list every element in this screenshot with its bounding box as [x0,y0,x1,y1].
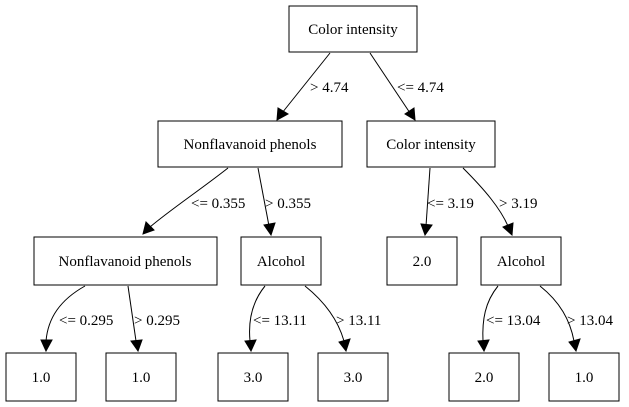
node-leaf-3-label: 3.0 [244,370,263,386]
node-leaf-2-label: 1.0 [132,370,151,386]
edge-label-l1left-left: <= 0.355 [191,196,245,212]
node-l2-d-label: Alcohol [497,254,545,270]
node-leaf-1-label: 1.0 [32,370,51,386]
node-leaf-6-label: 1.0 [575,370,594,386]
node-l1-right-label: Color intensity [386,137,476,153]
edge-d-to-leaf5: <= 13.04 [477,285,541,353]
node-leaf-2: 1.0 [105,352,177,402]
edge-label-d-left: <= 13.04 [486,313,541,329]
node-root-label: Color intensity [308,22,398,38]
edge-label-l1right-left: <= 3.19 [427,196,474,212]
edge-label-a-right: > 0.295 [134,313,180,329]
node-leaf-4-label: 3.0 [344,370,363,386]
node-root: Color intensity [288,5,418,53]
edge-root-to-left: > 4.74 [276,52,349,121]
node-leaf-3: 3.0 [217,352,289,402]
edge-l1right-to-d: > 3.19 [462,167,537,237]
node-leaf-1: 1.0 [5,352,77,402]
node-l2-a: Nonflavanoid phenols [33,236,218,286]
edge-label-b-left: <= 13.11 [253,313,307,329]
edge-label-l1left-right: > 0.355 [265,196,311,212]
node-l1-left-label: Nonflavanoid phenols [184,137,317,153]
edge-label-b-right: > 13.11 [336,313,381,329]
node-l2-d: Alcohol [480,236,562,286]
edge-b-to-leaf3: <= 13.11 [244,285,307,353]
node-l1-right: Color intensity [366,120,496,168]
node-l2-b-label: Alcohol [257,254,305,270]
node-l1-left: Nonflavanoid phenols [157,120,343,168]
node-leaf-5-label: 2.0 [475,370,494,386]
edge-d-to-leaf6: > 13.04 [539,285,613,353]
node-leaf-4: 3.0 [317,352,389,402]
node-l2-b: Alcohol [240,236,322,286]
edge-l1right-to-c: <= 3.19 [420,167,474,237]
edge-label-d-right: > 13.04 [567,313,613,329]
edge-label-a-left: <= 0.295 [59,313,113,329]
edge-label-l1right-right: > 3.19 [499,196,537,212]
edge-label-root-right: <= 4.74 [397,80,444,96]
edge-b-to-leaf4: > 13.11 [304,285,381,353]
node-leaf-5: 2.0 [448,352,520,402]
node-l2-c: 2.0 [386,236,458,286]
edge-label-root-left: > 4.74 [310,80,349,96]
edge-l1left-to-a: <= 0.355 [142,167,245,235]
node-l2-c-label: 2.0 [413,254,432,270]
edge-a-to-leaf1: <= 0.295 [40,285,113,353]
edge-l1left-to-b: > 0.355 [257,167,311,237]
node-leaf-6: 1.0 [548,352,620,402]
edge-a-to-leaf2: > 0.295 [127,285,180,353]
edge-root-to-right: <= 4.74 [369,52,444,121]
node-l2-a-label: Nonflavanoid phenols [59,254,192,270]
